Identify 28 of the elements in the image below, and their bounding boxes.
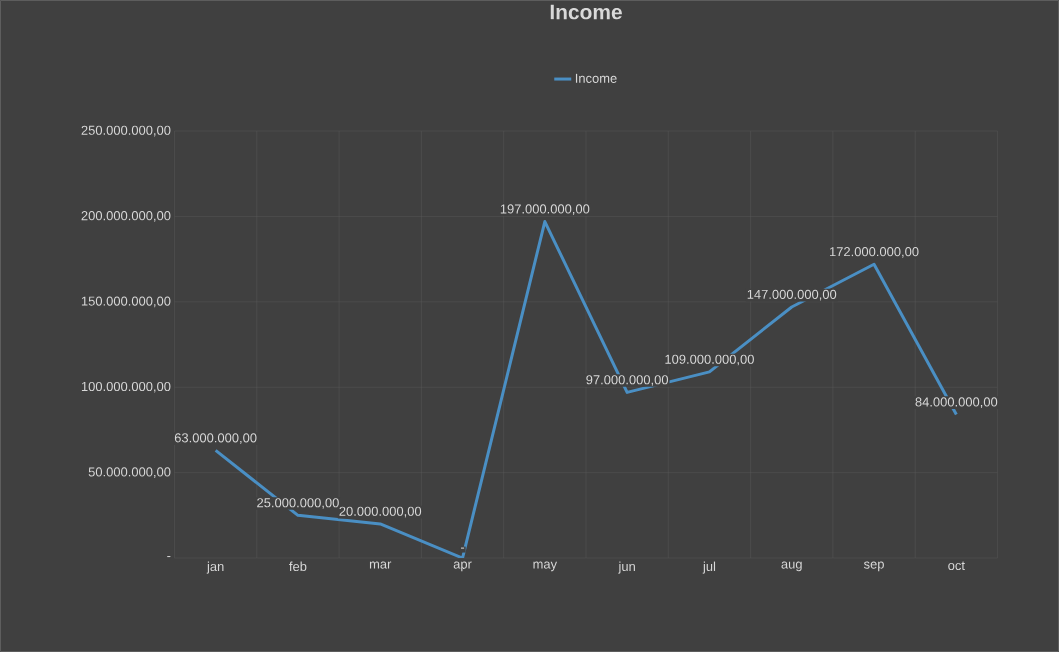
data-label: 63.000.000,00	[174, 433, 257, 444]
x-tick-label: aug	[781, 561, 802, 572]
data-label: -	[460, 547, 465, 549]
x-tick-label: feb	[289, 561, 307, 572]
x-tick-label: oct	[948, 561, 965, 571]
x-tick-label: jul	[702, 561, 716, 574]
y-tick-label: 50.000.000,00	[88, 467, 171, 478]
data-label: 97.000.000,00	[586, 375, 669, 386]
data-label: 109.000.000,00	[665, 354, 754, 366]
y-tick-label: 200.000.000,00	[81, 211, 171, 222]
x-tick-label: may	[533, 561, 558, 572]
y-tick-label: 250.000.000,00	[81, 125, 171, 137]
data-label: 25.000.000,00	[257, 498, 339, 509]
y-tick-label: -	[167, 556, 171, 558]
x-tick-label: sep	[863, 561, 884, 572]
x-tick-label: apr	[453, 561, 472, 572]
data-label: 172.000.000,00	[830, 247, 919, 258]
x-tick-label: jan	[206, 561, 224, 574]
x-tick-label: mar	[369, 561, 392, 569]
data-label: 147.000.000,00	[747, 289, 837, 301]
data-label: 84.000.000,00	[915, 397, 998, 409]
data-label: 20.000.000,00	[339, 506, 422, 518]
chart-title: Income	[550, 4, 622, 20]
data-label: 197.000.000,00	[500, 204, 590, 216]
y-tick-label: 100.000.000,00	[81, 381, 171, 393]
y-tick-label: 150.000.000,00	[81, 296, 171, 308]
x-tick-label: jun	[618, 561, 635, 574]
legend-label: Income	[575, 73, 617, 83]
